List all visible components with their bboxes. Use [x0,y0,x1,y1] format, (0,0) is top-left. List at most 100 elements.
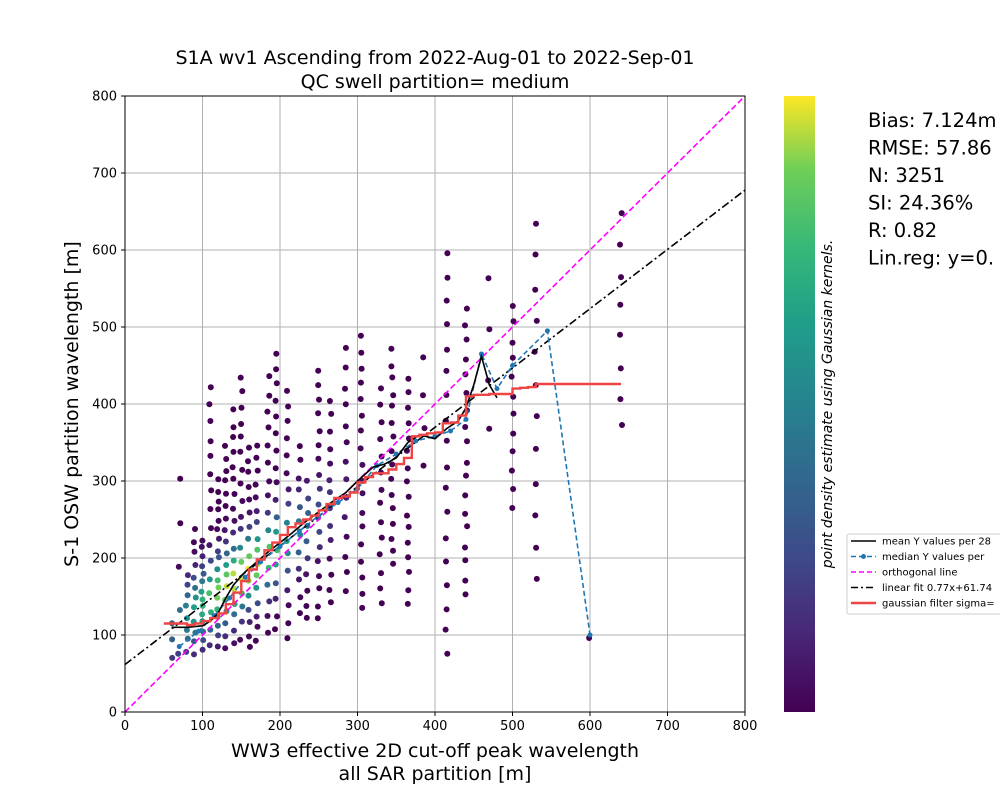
scatter-point [214,566,221,573]
scatter-point [443,367,450,374]
x-axis-label-line2: all SAR partition [m] [339,763,532,785]
scatter-point [215,554,222,561]
scatter-point [239,466,246,473]
scatter-point [533,575,540,582]
scatter-point [169,636,176,643]
scatter-point [272,595,279,602]
scatter-point [357,427,364,434]
scatter-point [328,410,335,417]
scatter-point [191,651,197,658]
scatter-point [342,423,349,430]
scatter-point [295,565,302,572]
scatter-point [358,412,365,419]
scatter-point [191,548,198,555]
scatter-point [222,515,229,522]
y-tick-label: 0 [109,706,117,721]
scatter-point [378,486,385,493]
scatter-point [285,403,292,410]
scatter-point [463,459,470,466]
scatter-point [533,220,539,227]
y-tick-label: 800 [92,90,117,105]
scatter-point [265,527,272,534]
scatter-point [207,438,214,445]
x-tick-label: 400 [423,719,448,734]
scatter-point [510,410,517,417]
scatter-point [215,584,222,591]
scatter-point [229,464,236,471]
scatter-point [223,562,230,568]
median-point [176,644,182,650]
scatter-point [462,322,468,329]
scatter-point [342,458,349,465]
scatter-point [327,523,334,529]
scatter-point [359,604,366,611]
scatter-point [462,577,469,584]
scatter-point [246,643,253,650]
scatter-point [264,613,271,619]
scatter-point [272,465,279,472]
scatter-point [284,587,291,594]
orthogonal-line [125,96,745,712]
scatter-point [207,418,214,424]
scatter-point [254,623,261,630]
scatter-point [231,627,237,634]
scatter-point [252,481,259,488]
scatter-point [509,505,516,511]
legend-label: linear fit 0.77x+61.74 [882,583,992,594]
scatter-point [237,433,244,440]
scatter-point [444,250,451,257]
scatter-point [304,587,311,594]
scatter-point [464,523,471,530]
scatter-point [230,475,237,482]
scatter-point [303,603,310,609]
scatter-point [176,607,183,613]
scatter-point [421,425,428,432]
x-tick-label: 800 [733,719,758,734]
scatter-point [200,570,207,577]
scatter-point [617,331,623,338]
scatter-point [359,574,366,581]
scatter-point [295,549,302,556]
scatter-point [245,484,252,490]
scatter-point [314,615,321,622]
median-point [335,500,341,506]
scatter-point [283,519,290,526]
scatter-point [208,525,214,532]
scatter-point [272,580,279,587]
scatter-point [230,406,237,413]
x-tick-label: 200 [268,719,293,734]
scatter-point [199,646,206,653]
scatter-point [199,611,206,618]
scatter-point [420,462,427,469]
scatter-point [509,448,516,455]
scatter-point [297,594,304,601]
scatter-point [237,636,244,643]
scatter-point [214,526,221,533]
scatter-point [316,472,323,478]
scatter-point [342,554,349,560]
scatter-point [266,543,273,550]
median-point [510,363,515,368]
scatter-point [246,633,252,640]
legend-label: orthogonal line [882,568,958,579]
scatter-point [273,366,280,373]
trend-lines [125,96,745,712]
colorbar-label: point density estimate using Gaussian ke… [820,240,836,570]
scatter-point [246,553,253,560]
x-tick-label: 500 [500,719,525,734]
scatter-point [444,650,451,657]
scatter-point [343,476,350,483]
scatter-point [200,637,207,644]
scatter-point [272,626,278,633]
scatter-point [305,510,312,516]
scatter-point [316,585,323,592]
scatter-point [237,544,244,551]
scatter-point [264,492,271,499]
scatter-point [222,645,229,652]
scatter-point [253,519,260,525]
scatter-point [264,408,271,415]
y-tick-label: 200 [92,552,117,567]
scatter-point [420,392,426,399]
scatter-point [510,430,517,437]
scatter-point [442,484,449,491]
